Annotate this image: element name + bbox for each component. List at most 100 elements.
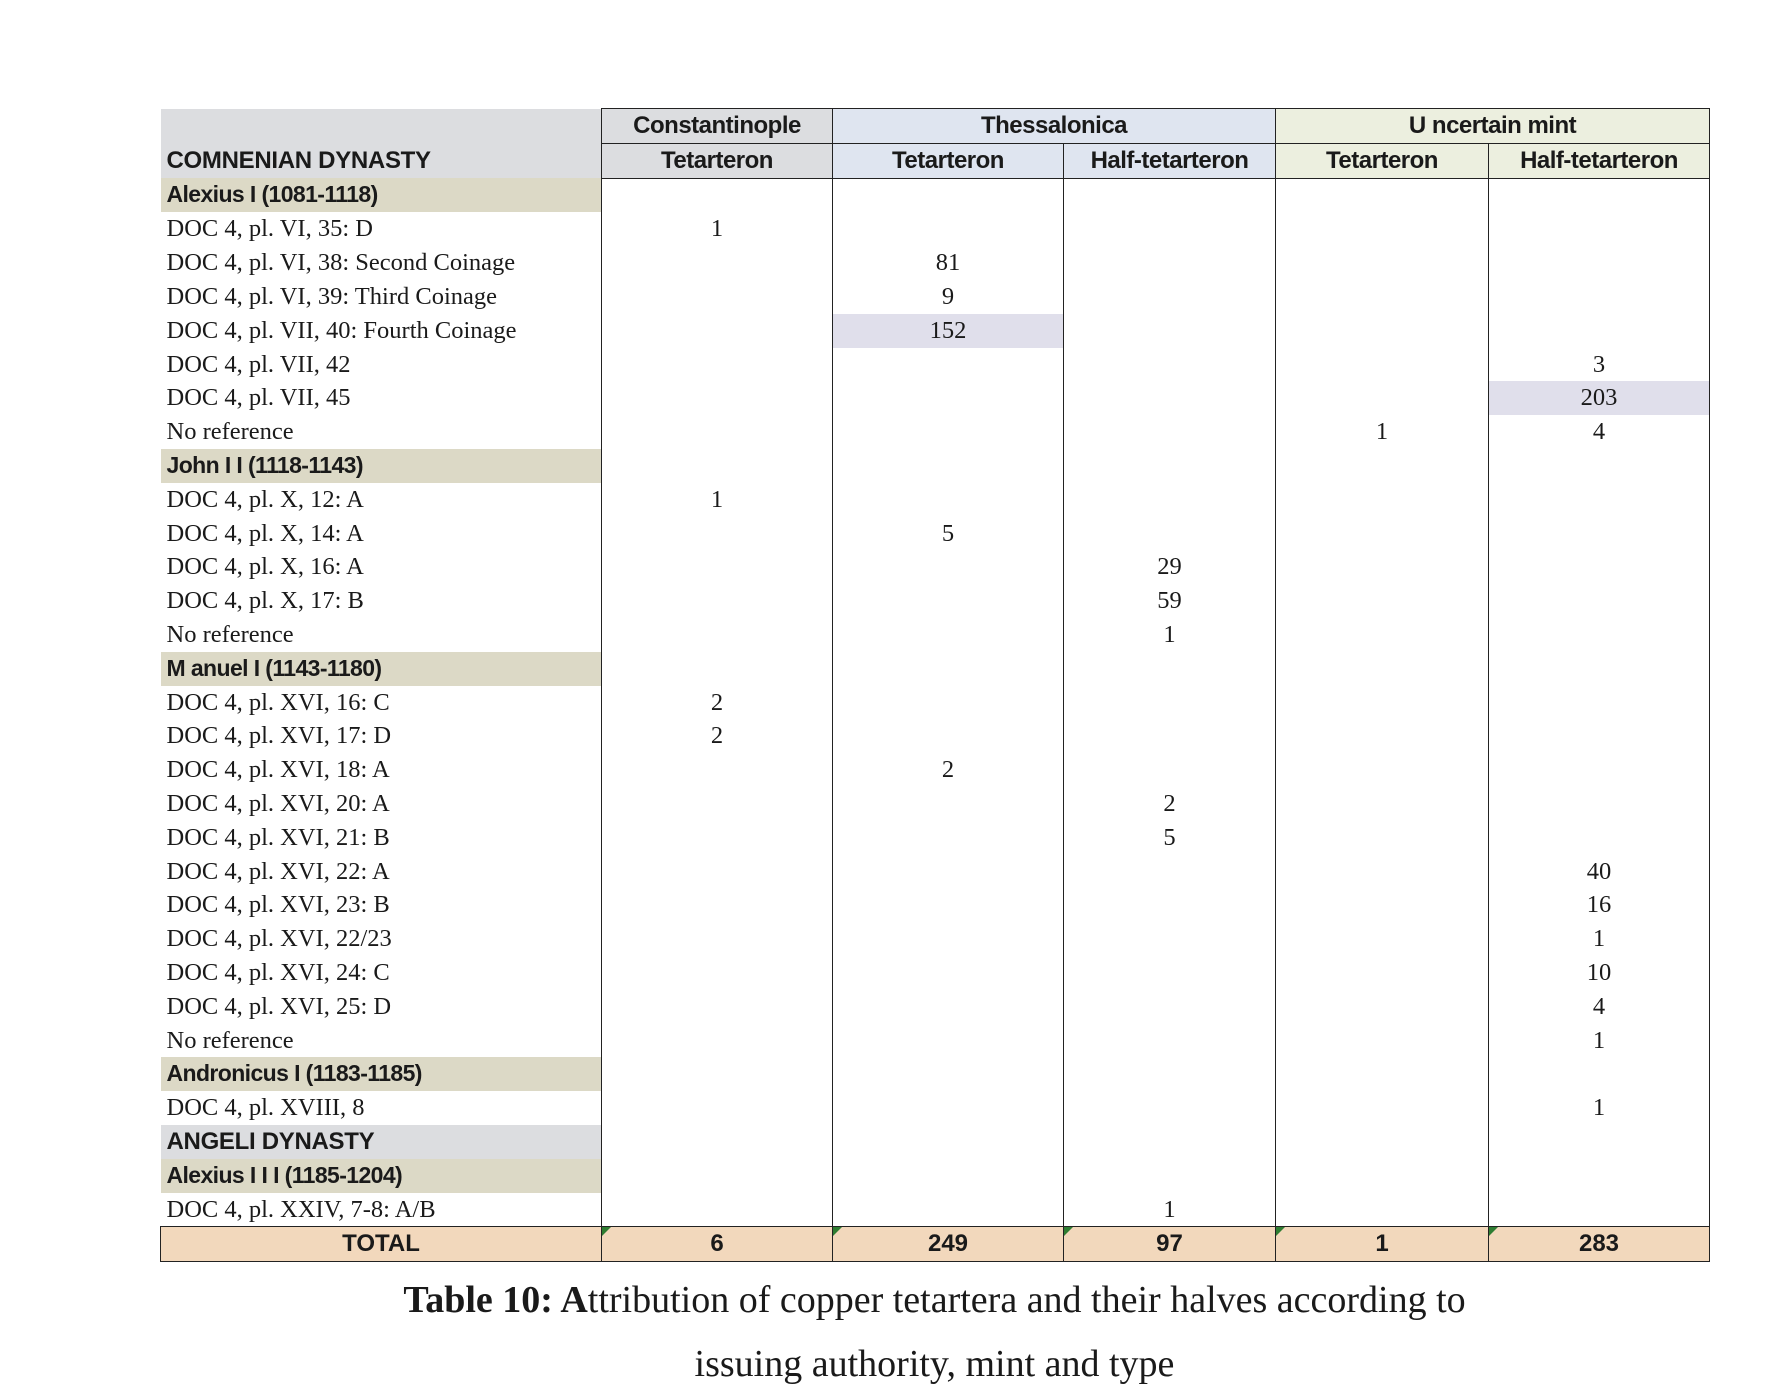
count-cell <box>1487 448 1711 483</box>
total-value-cell: 1 <box>1275 1226 1489 1263</box>
count-cell <box>1275 955 1489 990</box>
count-cell: 1 <box>1487 1091 1711 1125</box>
total-value: 249 <box>927 1230 969 1258</box>
denomination-header: Tetarteron <box>601 142 833 179</box>
ruler-heading: Alexius I I I (1185-1204) <box>160 1158 602 1193</box>
count-cell <box>1063 719 1276 754</box>
count-cell: 5 <box>1063 820 1276 855</box>
count-cell <box>601 448 833 483</box>
count-cell <box>1063 888 1276 923</box>
total-value: 97 <box>1156 1230 1183 1258</box>
count-cell <box>1275 516 1489 551</box>
table-row: DOC 4, pl. VI, 38: Second Coinage 81 <box>161 246 1711 280</box>
count-cell <box>601 516 833 551</box>
count-cell <box>1063 482 1276 517</box>
count-cell <box>1275 888 1489 923</box>
table-row: DOC 4, pl. XVI, 22: A 40 <box>161 854 1711 889</box>
count-cell <box>832 347 1064 382</box>
count-cell <box>1063 347 1276 382</box>
count-cell <box>1275 347 1489 382</box>
count-cell <box>1487 482 1711 517</box>
count-cell: 16 <box>1487 888 1711 923</box>
reference-label: DOC 4, pl. XVI, 22/23 <box>166 925 392 953</box>
count-cell <box>832 415 1064 449</box>
reference-label: DOC 4, pl. XXIV, 7-8: A/B <box>166 1195 436 1223</box>
table-caption: Table 10: Attribution of copper tetarter… <box>160 1268 1709 1396</box>
count-cell <box>1275 854 1489 889</box>
count-cell: 1 <box>601 482 833 517</box>
total-value-cell: 249 <box>832 1226 1064 1263</box>
count-cell <box>1487 1057 1711 1092</box>
total-row: TOTAL 6 249 97 1 283 <box>160 1226 1711 1263</box>
count-cell <box>1487 719 1711 754</box>
count-cell <box>1063 753 1276 787</box>
count-cell <box>1487 1192 1711 1227</box>
count-cell <box>1063 989 1276 1024</box>
reference-label: DOC 4, pl. VII, 42 <box>166 350 351 378</box>
count-cell <box>1275 922 1489 956</box>
count-cell: 1 <box>1487 922 1711 956</box>
table-row: DOC 4, pl. XVI, 18: A 2 <box>161 753 1711 787</box>
reference-label: DOC 4, pl. X, 12: A <box>166 485 364 513</box>
mint-header-row: Constantinople Thessalonica U ncertain m… <box>160 108 1711 144</box>
reference-label: DOC 4, pl. X, 17: B <box>166 587 364 615</box>
count-cell <box>1275 1124 1489 1159</box>
denomination-header: Tetarteron <box>832 142 1064 179</box>
count-cell <box>832 955 1064 990</box>
caption-line-1: Table 10: Attribution of copper tetarter… <box>160 1268 1709 1332</box>
table-row: DOC 4, pl. XVI, 24: C 10 <box>161 955 1711 990</box>
count-cell <box>1275 753 1489 787</box>
count-cell: 29 <box>1063 550 1276 585</box>
count-cell <box>1487 313 1711 348</box>
count-cell <box>601 550 833 585</box>
table-row: DOC 4, pl. VI, 35: D 1 <box>161 212 1711 247</box>
count-cell <box>832 1124 1064 1159</box>
caption-label: Table 10: A <box>403 1279 588 1321</box>
count-cell <box>1487 1158 1711 1193</box>
count-cell <box>1275 989 1489 1024</box>
count-cell <box>1063 922 1276 956</box>
reference-label: DOC 4, pl. VII, 40: Fourth Coinage <box>166 316 517 344</box>
count-cell <box>1063 1158 1276 1193</box>
count-cell <box>601 955 833 990</box>
count-cell <box>601 1091 833 1125</box>
reference-label: DOC 4, pl. XVI, 20: A <box>166 789 390 817</box>
ruler-heading: John I I (1118-1143) <box>160 448 602 483</box>
mint-header-thessalonica: Thessalonica <box>832 108 1276 144</box>
count-cell <box>1487 279 1711 314</box>
ruler-row: Andronicus I (1183-1185) <box>160 1057 1711 1092</box>
count-cell <box>832 1057 1064 1092</box>
count-cell <box>601 313 833 348</box>
total-value: 283 <box>1578 1230 1620 1258</box>
table-row: DOC 4, pl. XVI, 21: B 5 <box>161 820 1711 855</box>
count-cell: 2 <box>832 753 1064 787</box>
count-cell <box>832 888 1064 923</box>
mint-header-uncertain: U ncertain mint <box>1274 108 1711 144</box>
count-cell <box>1063 178 1276 213</box>
count-cell <box>601 1192 833 1227</box>
count-cell: 2 <box>601 719 833 754</box>
count-cell <box>1063 955 1276 990</box>
dynasty-heading: ANGELI DYNASTY <box>160 1124 602 1159</box>
reference-label: DOC 4, pl. X, 16: A <box>166 553 364 581</box>
reference-label: DOC 4, pl. XVI, 17: D <box>166 722 392 750</box>
reference-label: DOC 4, pl. XVI, 22: A <box>166 857 390 885</box>
count-cell <box>1063 246 1276 280</box>
count-cell <box>601 347 833 382</box>
count-cell: 10 <box>1487 955 1711 990</box>
count-cell <box>1487 753 1711 787</box>
reference-label: DOC 4, pl. VI, 39: Third Coinage <box>166 282 498 310</box>
denomination-header: Tetarteron <box>1275 142 1489 179</box>
count-cell <box>1275 246 1489 280</box>
count-cell: 40 <box>1487 854 1711 889</box>
count-cell <box>1275 178 1489 213</box>
count-cell <box>1063 313 1276 348</box>
count-cell <box>1063 516 1276 551</box>
count-cell <box>1063 1057 1276 1092</box>
count-cell <box>1275 1192 1489 1227</box>
table-row: DOC 4, pl. X, 12: A 1 <box>161 482 1711 517</box>
table-row: DOC 4, pl. XVI, 25: D 4 <box>161 989 1711 1024</box>
caption-line-2: issuing authority, mint and type <box>694 1343 1175 1385</box>
ruler-row: John I I (1118-1143) <box>160 448 1711 483</box>
count-cell <box>601 753 833 787</box>
